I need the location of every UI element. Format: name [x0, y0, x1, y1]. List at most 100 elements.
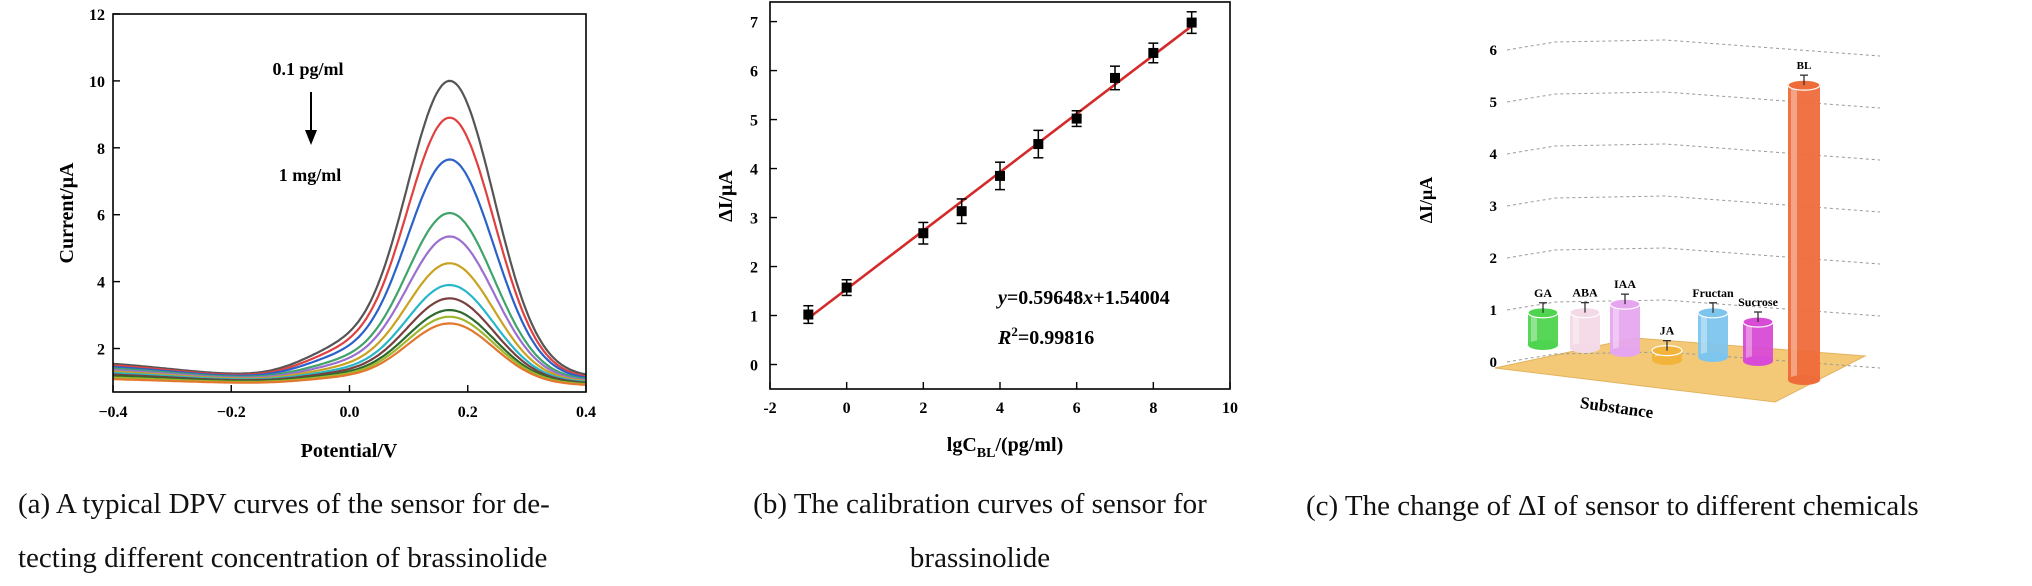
selectivity-ytick-label: 3 [1490, 199, 1498, 215]
selectivity-bar-sucrose: Sucrose [1738, 295, 1779, 366]
selectivity-bar-base [1528, 340, 1558, 350]
selectivity-bar-highlight [1791, 85, 1797, 380]
calibration-xlabel: lgCBL/(pg/ml) [947, 434, 1063, 461]
selectivity-gridline [1506, 143, 1881, 161]
selectivity-bar-highlight [1613, 304, 1619, 352]
dpv-plot-frame [112, 13, 587, 393]
calibration-plot-frame [769, 1, 1231, 390]
selectivity-bar-base [1570, 343, 1600, 353]
dpv-curve-11 [113, 322, 587, 386]
calibration-point [918, 228, 929, 239]
dpv-ytick-label: 2 [97, 342, 105, 359]
caption-b-line2: brassinolide [909, 542, 1051, 574]
dpv-curve-2 [112, 116, 587, 378]
selectivity-bar-base [1610, 347, 1640, 357]
selectivity-bar-base [1788, 375, 1820, 385]
calibration-ytick-label: 4 [750, 162, 758, 179]
caption-c: (c) The change of ΔI of sensor to differ… [1306, 490, 1919, 522]
selectivity-ytick-label: 2 [1490, 251, 1498, 267]
selectivity-bar-body [1743, 322, 1773, 361]
calibration-xtick-label: 4 [996, 400, 1004, 417]
selectivity-gridline [1506, 195, 1881, 213]
selectivity-bar-label: ABA [1572, 286, 1598, 300]
dpv-ytick-label: 4 [97, 275, 105, 292]
selectivity-gridline [1506, 299, 1881, 317]
dpv-curve-3 [112, 158, 587, 379]
dpv-xtick-label: 0.2 [458, 404, 478, 421]
dpv-xtick-label: −0.2 [217, 404, 246, 421]
selectivity-bar-fructan: Fructan [1692, 286, 1734, 362]
calibration-chart: -2 0 2 4 6 8 10 0 1 2 3 4 5 6 7 y=0.59648x+1.54004 R2=… [715, 1, 1238, 461]
calibration-r2: R2=0.99816 [997, 324, 1094, 349]
dpv-ylabel: Current/μA [56, 162, 78, 264]
selectivity-bar-base [1743, 356, 1773, 366]
selectivity-bar-body [1610, 304, 1640, 352]
dpv-annotation-top: 0.1 pg/ml [272, 59, 343, 79]
dpv-chart: −0.4 −0.2 0.0 0.2 0.4 2 4 6 8 10 12 0.1 pg/ml 1 mg… [56, 7, 596, 462]
selectivity-bar-ga: GA [1527, 286, 1559, 350]
calibration-ytick-label: 6 [750, 64, 758, 81]
selectivity-bar-body [1788, 85, 1820, 380]
selectivity-bar-highlight [1701, 312, 1707, 357]
calibration-ytick-label: 7 [750, 15, 758, 32]
selectivity-bar-highlight [1746, 322, 1752, 361]
dpv-ytick-label: 8 [97, 141, 105, 158]
caption-a-line1: (a) A typical DPV curves of the sensor f… [18, 488, 550, 520]
selectivity-gridline [1506, 247, 1881, 265]
selectivity-bar-label: Sucrose [1738, 295, 1778, 309]
calibration-point [956, 206, 967, 217]
dpv-xtick-label: 0.4 [576, 404, 596, 421]
caption-b-line1: (b) The calibration curves of sensor for [753, 488, 1207, 520]
calibration-xtick-label: 10 [1222, 400, 1238, 417]
calibration-ticks: -2 0 2 4 6 8 10 0 1 2 3 4 5 6 7 [750, 15, 1238, 417]
calibration-ytick-label: 0 [750, 358, 758, 375]
calibration-points [803, 11, 1197, 325]
dpv-xtick-label: −0.4 [98, 404, 127, 421]
dpv-curve-1 [112, 79, 587, 376]
selectivity-bar-body [1698, 312, 1728, 357]
selectivity-gridlines: 0 1 2 3 4 5 6 [1490, 39, 1881, 371]
calibration-point [1148, 47, 1159, 58]
dpv-ytick-label: 10 [89, 74, 105, 91]
selectivity-bar-highlight [1573, 312, 1579, 348]
selectivity-bar-bl: BL [1787, 60, 1821, 385]
selectivity-bar-label: GA [1534, 286, 1552, 300]
calibration-xtick-label: 2 [919, 400, 927, 417]
calibration-point [1186, 17, 1197, 28]
calibration-ytick-label: 5 [750, 113, 758, 130]
calibration-xtick-label: 6 [1073, 400, 1081, 417]
selectivity-bar-iaa: IAA [1609, 277, 1641, 357]
dpv-ytick-label: 12 [89, 7, 105, 24]
selectivity-chart: 0 1 2 3 4 5 6 GA ABA IAA JA Fructan Sucrose BL ΔI/μA… [1416, 39, 1881, 422]
calibration-equation: y=0.59648x+1.54004 [996, 287, 1170, 309]
calibration-point [1071, 113, 1082, 124]
calibration-ylabel: ΔI/μA [715, 170, 737, 222]
dpv-xtick-label: 0.0 [340, 404, 360, 421]
selectivity-bar-aba: ABA [1569, 286, 1601, 353]
selectivity-xlabel: Substance [1579, 393, 1655, 422]
selectivity-bar-label: IAA [1614, 277, 1636, 291]
dpv-ytick-label: 6 [97, 208, 105, 225]
selectivity-bar-label: Fructan [1692, 286, 1734, 300]
selectivity-ytick-label: 5 [1490, 95, 1498, 111]
calibration-ytick-label: 1 [750, 309, 758, 326]
selectivity-bar-base [1698, 352, 1728, 362]
selectivity-bar-body [1570, 312, 1600, 348]
selectivity-bar-highlight [1655, 350, 1661, 360]
calibration-xtick-label: 0 [843, 400, 851, 417]
selectivity-ylabel: ΔI/μA [1416, 177, 1436, 224]
selectivity-ytick-label: 0 [1490, 355, 1498, 371]
dpv-arrow [305, 92, 317, 145]
calibration-point [803, 309, 814, 320]
selectivity-gridline [1506, 91, 1881, 109]
calibration-point [995, 170, 1005, 181]
selectivity-bar-label: JA [1660, 324, 1675, 338]
dpv-xlabel: Potential/V [301, 440, 398, 462]
dpv-ticks: −0.4 −0.2 0.0 0.2 0.4 2 4 6 8 10 12 [89, 7, 596, 421]
calibration-point [841, 282, 852, 293]
selectivity-bar-highlight [1531, 312, 1537, 345]
selectivity-bar-base [1652, 355, 1682, 365]
calibration-xtick-label: 8 [1149, 400, 1157, 417]
calibration-point [1110, 72, 1120, 83]
selectivity-ytick-label: 6 [1490, 43, 1498, 59]
